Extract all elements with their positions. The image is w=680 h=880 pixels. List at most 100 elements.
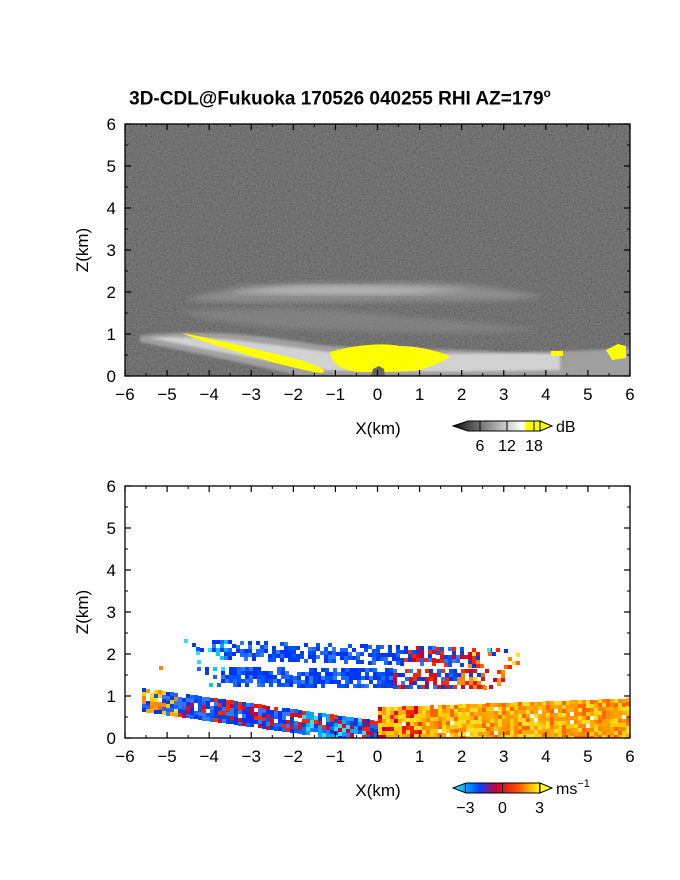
velocity-pixel — [249, 679, 253, 683]
velocity-pixel — [497, 682, 501, 686]
velocity-pixel — [313, 680, 317, 684]
velocity-pixel — [277, 679, 281, 683]
reflectivity-x-tick-labels: −6 −5 −4 −3 −2 −1 0 1 2 3 4 5 6 — [115, 385, 634, 404]
velocity-pixel — [433, 673, 437, 677]
velocity-pixel — [502, 723, 506, 727]
velocity-pixel — [522, 742, 526, 746]
velocity-pixel — [558, 721, 562, 725]
velocity-pixel — [166, 708, 170, 712]
velocity-pixel — [262, 709, 266, 713]
velocity-pixel — [318, 729, 322, 733]
velocity-pixel — [594, 744, 598, 748]
velocity-pixel — [466, 724, 470, 728]
velocity-pixel — [293, 680, 297, 684]
velocity-pixel — [316, 643, 320, 647]
velocity-pixel — [546, 725, 550, 729]
velocity-pixel — [246, 715, 250, 719]
velocity-pixel — [349, 676, 353, 680]
velocity-pixel — [386, 727, 390, 731]
velocity-pixel — [550, 741, 554, 745]
velocity-pixel — [309, 680, 313, 684]
velocity-pixel — [198, 708, 202, 712]
velocity-pixel — [166, 712, 170, 716]
velocity-pixel — [394, 735, 398, 738]
velocity-pixel — [477, 673, 481, 677]
velocity-pixel — [450, 741, 454, 745]
velocity-pixel — [328, 643, 332, 647]
velocity-pixel — [330, 734, 334, 738]
velocity-pixel — [280, 654, 284, 658]
velocity-pixel — [344, 660, 348, 664]
velocity-pixel — [602, 739, 606, 743]
velocity-pixel — [598, 699, 602, 703]
reflectivity-strong-echo-west — [182, 333, 324, 373]
velocity-pixel — [428, 650, 432, 654]
velocity-pixel — [338, 716, 342, 720]
velocity-pixel — [334, 715, 338, 719]
velocity-pixel — [272, 646, 276, 650]
velocity-pixel — [162, 707, 166, 711]
velocity-pixel — [162, 695, 166, 699]
velocity-pixel — [554, 701, 558, 705]
velocity-pixel — [198, 712, 202, 716]
velocity-pixel — [486, 727, 490, 731]
velocity-pixel — [373, 684, 377, 688]
velocity-pixel — [416, 650, 420, 654]
velocity-pixel — [396, 657, 400, 661]
velocity-pixel — [321, 668, 325, 672]
velocity-pixel — [570, 700, 574, 704]
velocity-pixel — [248, 645, 252, 649]
velocity-pixel — [508, 665, 512, 669]
velocity-pixel — [468, 656, 472, 660]
velocity-pixel — [442, 713, 446, 717]
velocity-pixel — [434, 733, 438, 737]
colorbar-tick-label: 12 — [498, 438, 516, 455]
velocity-pixel — [404, 650, 408, 654]
velocity-pixel — [233, 671, 237, 675]
velocity-pixel — [562, 717, 566, 721]
velocity-pixel — [353, 676, 357, 680]
velocity-pixel — [530, 702, 534, 706]
velocity-pixel — [578, 732, 582, 736]
velocity-pixel — [313, 676, 317, 680]
velocity-pixel — [606, 707, 610, 711]
velocity-pixel — [365, 672, 369, 676]
velocity-pixel — [382, 723, 386, 727]
velocity-pixel — [242, 718, 246, 722]
velocity-pixel — [501, 674, 505, 678]
velocity-pixel — [425, 685, 429, 689]
velocity-pixel — [410, 706, 414, 710]
velocity-pixel — [506, 719, 510, 723]
velocity-pixel — [184, 639, 188, 643]
x-tick-label: −1 — [326, 747, 345, 766]
velocity-pixel — [373, 676, 377, 680]
velocity-pixel — [413, 673, 417, 677]
velocity-pixel — [430, 733, 434, 737]
velocity-pixel — [522, 726, 526, 730]
velocity-pixel — [266, 726, 270, 730]
velocity-pixel — [457, 673, 461, 677]
velocity-pixel — [490, 703, 494, 707]
velocity-pixel — [478, 740, 482, 744]
velocity-pixel — [578, 712, 582, 716]
y-tick-label: 5 — [107, 157, 116, 176]
velocity-pixel — [214, 714, 218, 718]
velocity-pixel — [406, 726, 410, 730]
velocity-pixel — [598, 731, 602, 735]
velocity-pixel — [170, 708, 174, 712]
velocity-pixel — [438, 733, 442, 737]
velocity-pixel — [460, 647, 464, 651]
velocity-pixel — [417, 685, 421, 689]
x-tick-label: 4 — [541, 385, 550, 404]
velocity-pixel — [550, 701, 554, 705]
velocity-pixel — [566, 713, 570, 717]
velocity-pixel — [321, 684, 325, 688]
velocity-pixel — [226, 704, 230, 708]
velocity-pixel — [542, 705, 546, 709]
velocity-pixel — [518, 742, 522, 746]
velocity-pixel — [381, 680, 385, 684]
velocity-pixel — [490, 727, 494, 731]
velocity-pixel — [472, 656, 476, 660]
velocity-pixel — [388, 645, 392, 649]
velocity-pixel — [382, 739, 386, 743]
